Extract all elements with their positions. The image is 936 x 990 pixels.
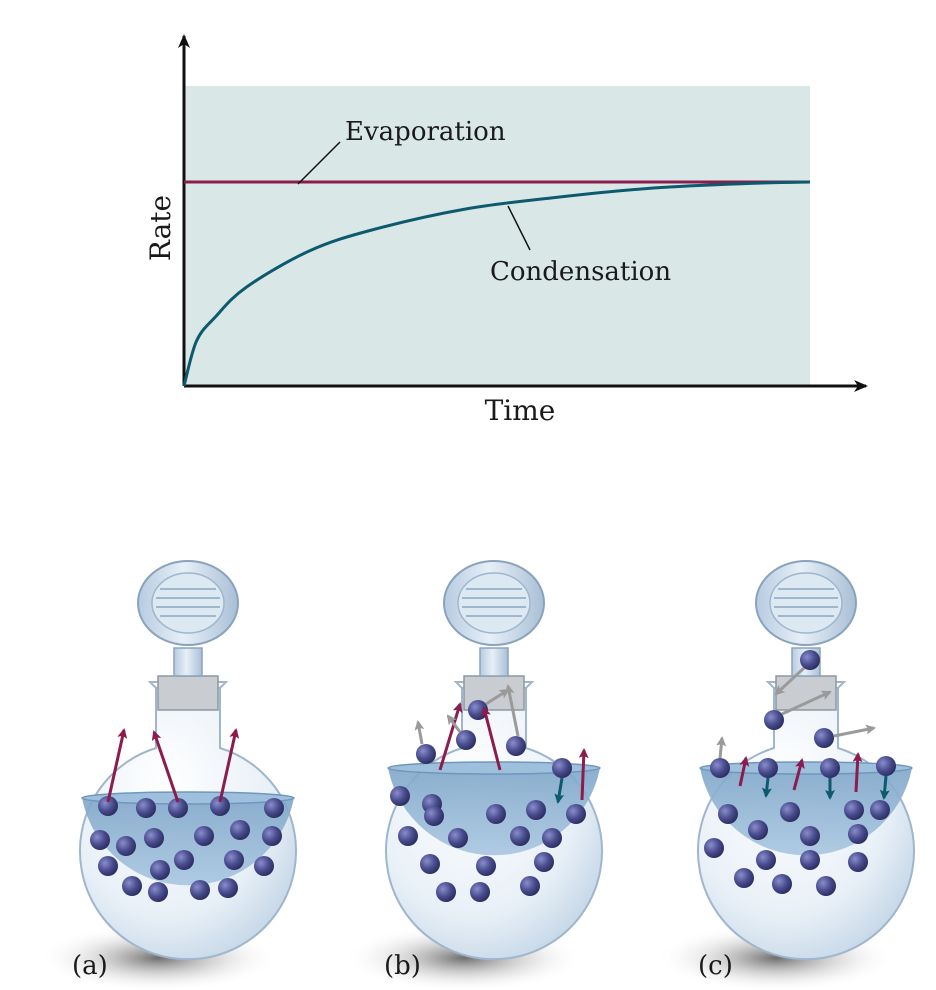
- annotation-condensation: Condensation: [490, 257, 671, 287]
- flask-b: (b): [343, 560, 603, 990]
- flask-a: (a): [37, 560, 298, 990]
- capture-arrows: [554, 777, 565, 804]
- vapor-arrows: [716, 666, 876, 759]
- liquid-surface: [699, 761, 913, 775]
- flask-label-b: (b): [384, 951, 421, 981]
- liquid-molecules: [390, 786, 586, 902]
- flask-c: (c): [655, 560, 915, 990]
- series-layer: [182, 180, 811, 387]
- y-axis-label: Rate: [144, 195, 177, 261]
- annotation-evaporation: Evaporation: [345, 117, 506, 147]
- capture-arrows: [761, 775, 890, 800]
- vapor-molecules: [710, 650, 896, 778]
- flask-label-a: (a): [72, 951, 108, 981]
- liquid-surface: [81, 791, 295, 805]
- x-axis-label: Time: [485, 394, 556, 427]
- liquid-molecules: [704, 800, 890, 896]
- plot-area: [184, 86, 810, 386]
- vapor-arrows: [414, 684, 520, 745]
- condensation-leader: [507, 205, 531, 251]
- escape-arrows: [738, 752, 863, 793]
- flask-label-c: (c): [698, 951, 733, 981]
- escape-arrows: [106, 728, 240, 803]
- evaporation-leader: [297, 141, 341, 185]
- rate-time-chart: Evaporation Condensation Time Rate: [144, 34, 868, 427]
- liquid-molecules: [90, 796, 284, 902]
- series-line-condensation: [182, 180, 811, 387]
